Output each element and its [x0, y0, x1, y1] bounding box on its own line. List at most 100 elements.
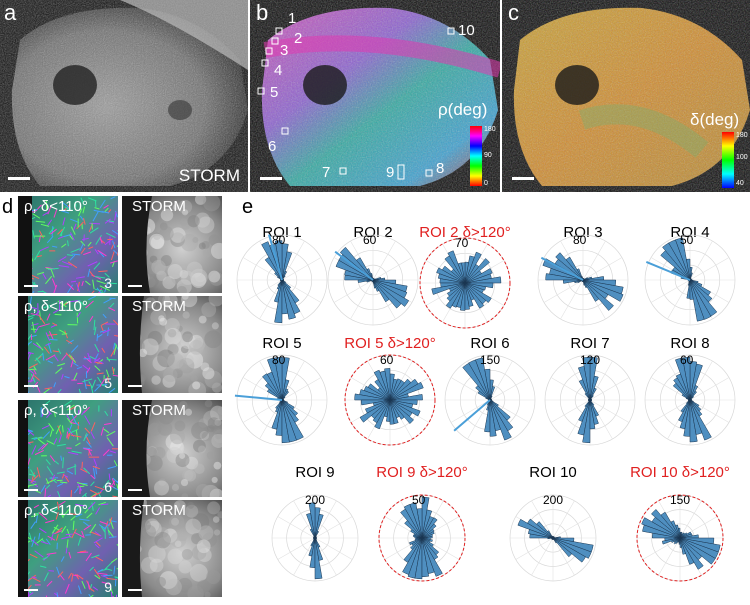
- histogram-wedge: [489, 399, 511, 421]
- roi-number-10: 10: [458, 22, 475, 39]
- roi-plot-title: ROI 10: [529, 464, 577, 481]
- histogram-wedge: [281, 399, 299, 417]
- scale-bar: [8, 177, 30, 180]
- tile-label: ρ, δ<110°: [24, 502, 88, 519]
- scale-bar: [128, 589, 142, 591]
- delta-tick-180: 180: [736, 132, 748, 139]
- tile-roi-number: 6: [104, 479, 112, 495]
- histogram-wedge: [421, 537, 443, 577]
- histogram-wedge: [679, 537, 704, 570]
- histogram-wedge: [281, 399, 295, 410]
- roi-plot-title: ROI 10 δ>120°: [630, 464, 730, 481]
- histogram-wedge: [264, 382, 283, 401]
- mean-orientation-line: [234, 394, 283, 401]
- panel-d-letter: d: [2, 196, 14, 218]
- polar-histogram: [509, 494, 597, 582]
- histogram-wedge: [582, 279, 624, 295]
- roi-plot-title: ROI 3: [563, 224, 603, 241]
- histogram-wedge: [372, 279, 408, 299]
- roi-plot-title: ROI 2 δ>120°: [419, 224, 511, 241]
- histogram-wedge: [489, 399, 512, 441]
- histogram-wedge: [410, 529, 423, 539]
- scale-bar: [24, 489, 38, 491]
- histogram-wedge: [555, 252, 584, 281]
- rho-tick-0: 0: [484, 180, 488, 187]
- histogram-wedge: [412, 534, 423, 539]
- polar-histogram: [234, 354, 328, 446]
- tile-roi-number: 5: [104, 375, 112, 391]
- red-dashed-circle: [419, 237, 511, 329]
- histogram-wedge: [662, 242, 691, 281]
- storm-label: STORM: [178, 166, 240, 185]
- rho-colorbar: [470, 126, 482, 186]
- polar-histogram: [419, 237, 511, 329]
- histogram-wedge: [517, 518, 554, 539]
- histogram-wedge: [344, 269, 374, 281]
- histogram-wedge: [389, 399, 418, 406]
- radial-max-label: 120: [580, 353, 601, 367]
- storm-texture: [122, 296, 222, 393]
- histogram-wedge: [552, 537, 594, 553]
- panel-a: a STORM: [0, 0, 248, 192]
- storm-texture: [122, 500, 222, 597]
- radial-max-label: 60: [363, 233, 377, 247]
- roi-plot-title: ROI 7: [570, 335, 610, 352]
- storm-tile: STORM: [122, 196, 222, 293]
- rho-tick-180: 180: [484, 126, 496, 133]
- orientation-tile: ρ, δ<110° 3: [18, 196, 118, 293]
- histogram-wedge: [672, 382, 691, 401]
- histogram-wedge: [372, 279, 408, 293]
- histogram-wedge: [389, 399, 421, 417]
- panel-c: c δ(deg) 180 100 40: [502, 0, 750, 192]
- roi-number-7: 7: [322, 164, 331, 181]
- histogram-wedge: [309, 528, 316, 539]
- histogram-wedge: [274, 279, 283, 324]
- delta-tick-100: 100: [736, 154, 748, 161]
- histogram-wedge: [462, 362, 491, 401]
- histogram-wedge: [437, 273, 466, 284]
- histogram-wedge: [660, 250, 691, 281]
- histogram-wedge: [281, 399, 299, 423]
- histogram-wedge: [464, 282, 485, 309]
- histogram-wedge: [464, 251, 482, 284]
- roi-plot-title: ROI 5 δ>120°: [344, 335, 436, 352]
- histogram-wedge: [389, 381, 424, 401]
- histogram-wedge: [489, 399, 499, 407]
- histogram-wedge: [675, 373, 691, 401]
- radial-max-label: 200: [305, 493, 326, 507]
- storm-tile: STORM: [122, 296, 222, 393]
- histogram-wedge: [403, 504, 423, 539]
- tile-label: ρ, δ<110°: [24, 298, 88, 315]
- histogram-wedge: [689, 279, 703, 287]
- histogram-wedge: [689, 279, 694, 281]
- mean-orientation-line: [453, 399, 491, 432]
- histogram-wedge: [651, 532, 681, 539]
- tile-label: STORM: [132, 402, 186, 419]
- histogram-wedge: [344, 274, 374, 281]
- histogram-wedge: [552, 537, 575, 542]
- radial-max-label: 60: [680, 353, 694, 367]
- tile-label: ρ, δ<110°: [24, 402, 88, 419]
- scale-bar: [260, 177, 282, 180]
- histogram-wedge: [372, 279, 397, 285]
- polar-histogram: [236, 234, 328, 326]
- roi-number-3: 3: [280, 42, 289, 59]
- red-dashed-circle: [378, 494, 466, 582]
- histogram-wedge: [528, 529, 554, 539]
- storm-texture: [122, 196, 222, 293]
- histogram-wedge: [689, 279, 711, 296]
- polar-histogram: [537, 234, 629, 326]
- panel-b: b 1 2 3 4 5 6 7 8 9 10 ρ(deg) 180 90 0: [250, 0, 500, 192]
- histogram-wedge: [681, 393, 691, 401]
- roi-number-8: 8: [436, 160, 445, 177]
- histogram-wedge: [468, 359, 491, 401]
- histogram-wedge: [459, 282, 466, 311]
- delta-colorbar: [722, 132, 734, 188]
- histogram-wedge: [679, 537, 715, 545]
- rho-tick-90: 90: [484, 152, 492, 159]
- histogram-wedge: [689, 399, 712, 441]
- histogram-wedge: [464, 268, 493, 284]
- histogram-wedge: [689, 399, 702, 412]
- histogram-wedge: [281, 279, 300, 304]
- histogram-wedge: [582, 279, 617, 286]
